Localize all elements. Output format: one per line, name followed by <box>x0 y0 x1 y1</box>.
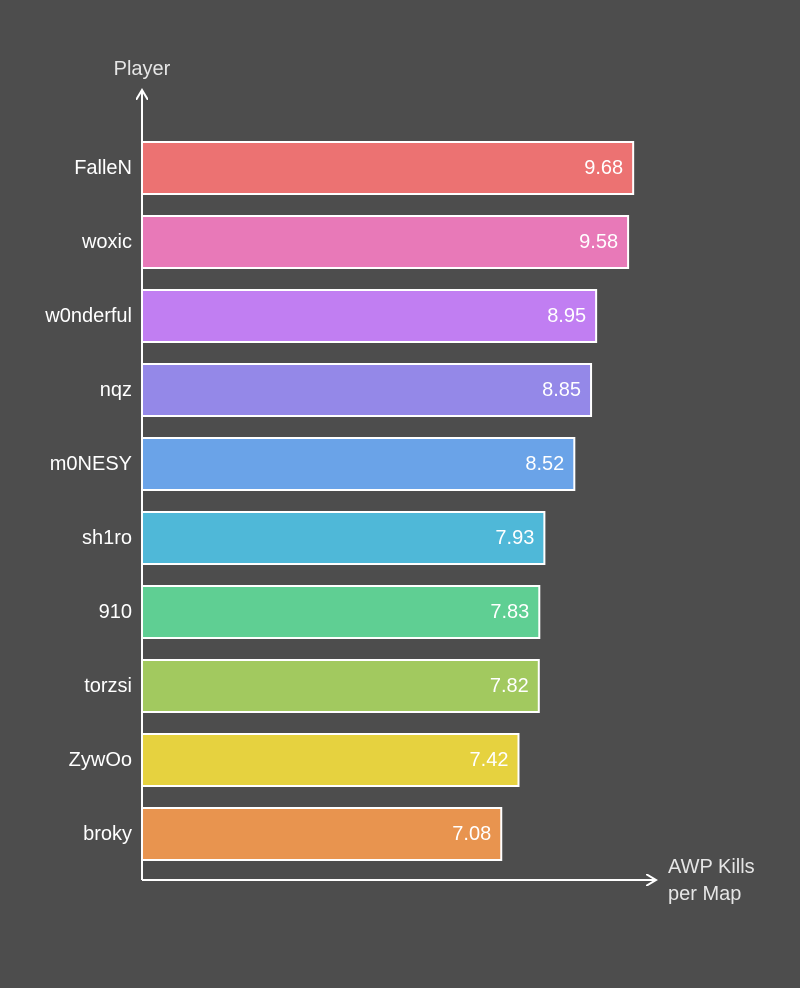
x-axis-title-line-1: AWP Kills <box>668 856 755 878</box>
bar-910 <box>141 585 541 639</box>
y-tick-label-fallen: FalleN <box>74 157 132 179</box>
bar-zywoo <box>141 733 520 787</box>
value-label-torzsi: 7.82 <box>490 675 529 697</box>
bar-torzsi <box>141 659 540 713</box>
y-tick-label-woxic: woxic <box>81 231 132 253</box>
value-label-fallen: 9.68 <box>584 157 623 179</box>
bar-woxic <box>141 215 630 269</box>
y-tick-label-sh1ro: sh1ro <box>82 527 132 549</box>
bar-fallen <box>141 141 635 195</box>
y-axis-title: Player <box>114 58 171 80</box>
y-tick-label-m0nesy: m0NESY <box>50 453 132 475</box>
bar-nqz <box>141 363 593 417</box>
x-axis-title-line-2: per Map <box>668 883 741 905</box>
tick-labels-group: FalleN woxic w0nderful nqz m0NESY sh1ro 910 tor… <box>44 157 132 845</box>
bar-m0nesy <box>141 437 576 491</box>
value-labels-group: 9.68 9.58 8.95 8.85 8.52 7.93 7.83 7.82 7.42 7.08 <box>452 157 623 845</box>
y-tick-label-w0nderful: w0nderful <box>44 305 132 327</box>
y-tick-label-zywoo: ZywOo <box>69 749 132 771</box>
bar-w0nderful <box>141 289 598 343</box>
value-label-w0nderful: 8.95 <box>547 305 586 327</box>
value-label-zywoo: 7.42 <box>470 749 509 771</box>
value-label-woxic: 9.58 <box>579 231 618 253</box>
y-tick-label-nqz: nqz <box>100 379 132 401</box>
y-tick-label-torzsi: torzsi <box>84 675 132 697</box>
value-label-910: 7.83 <box>490 601 529 623</box>
bar-sh1ro <box>141 511 546 565</box>
bar-broky <box>141 807 503 861</box>
value-label-broky: 7.08 <box>452 823 491 845</box>
value-label-sh1ro: 7.93 <box>495 527 534 549</box>
bars-group <box>141 141 635 861</box>
value-label-m0nesy: 8.52 <box>525 453 564 475</box>
y-tick-label-910: 910 <box>99 601 132 623</box>
y-tick-label-broky: broky <box>83 823 132 845</box>
value-label-nqz: 8.85 <box>542 379 581 401</box>
